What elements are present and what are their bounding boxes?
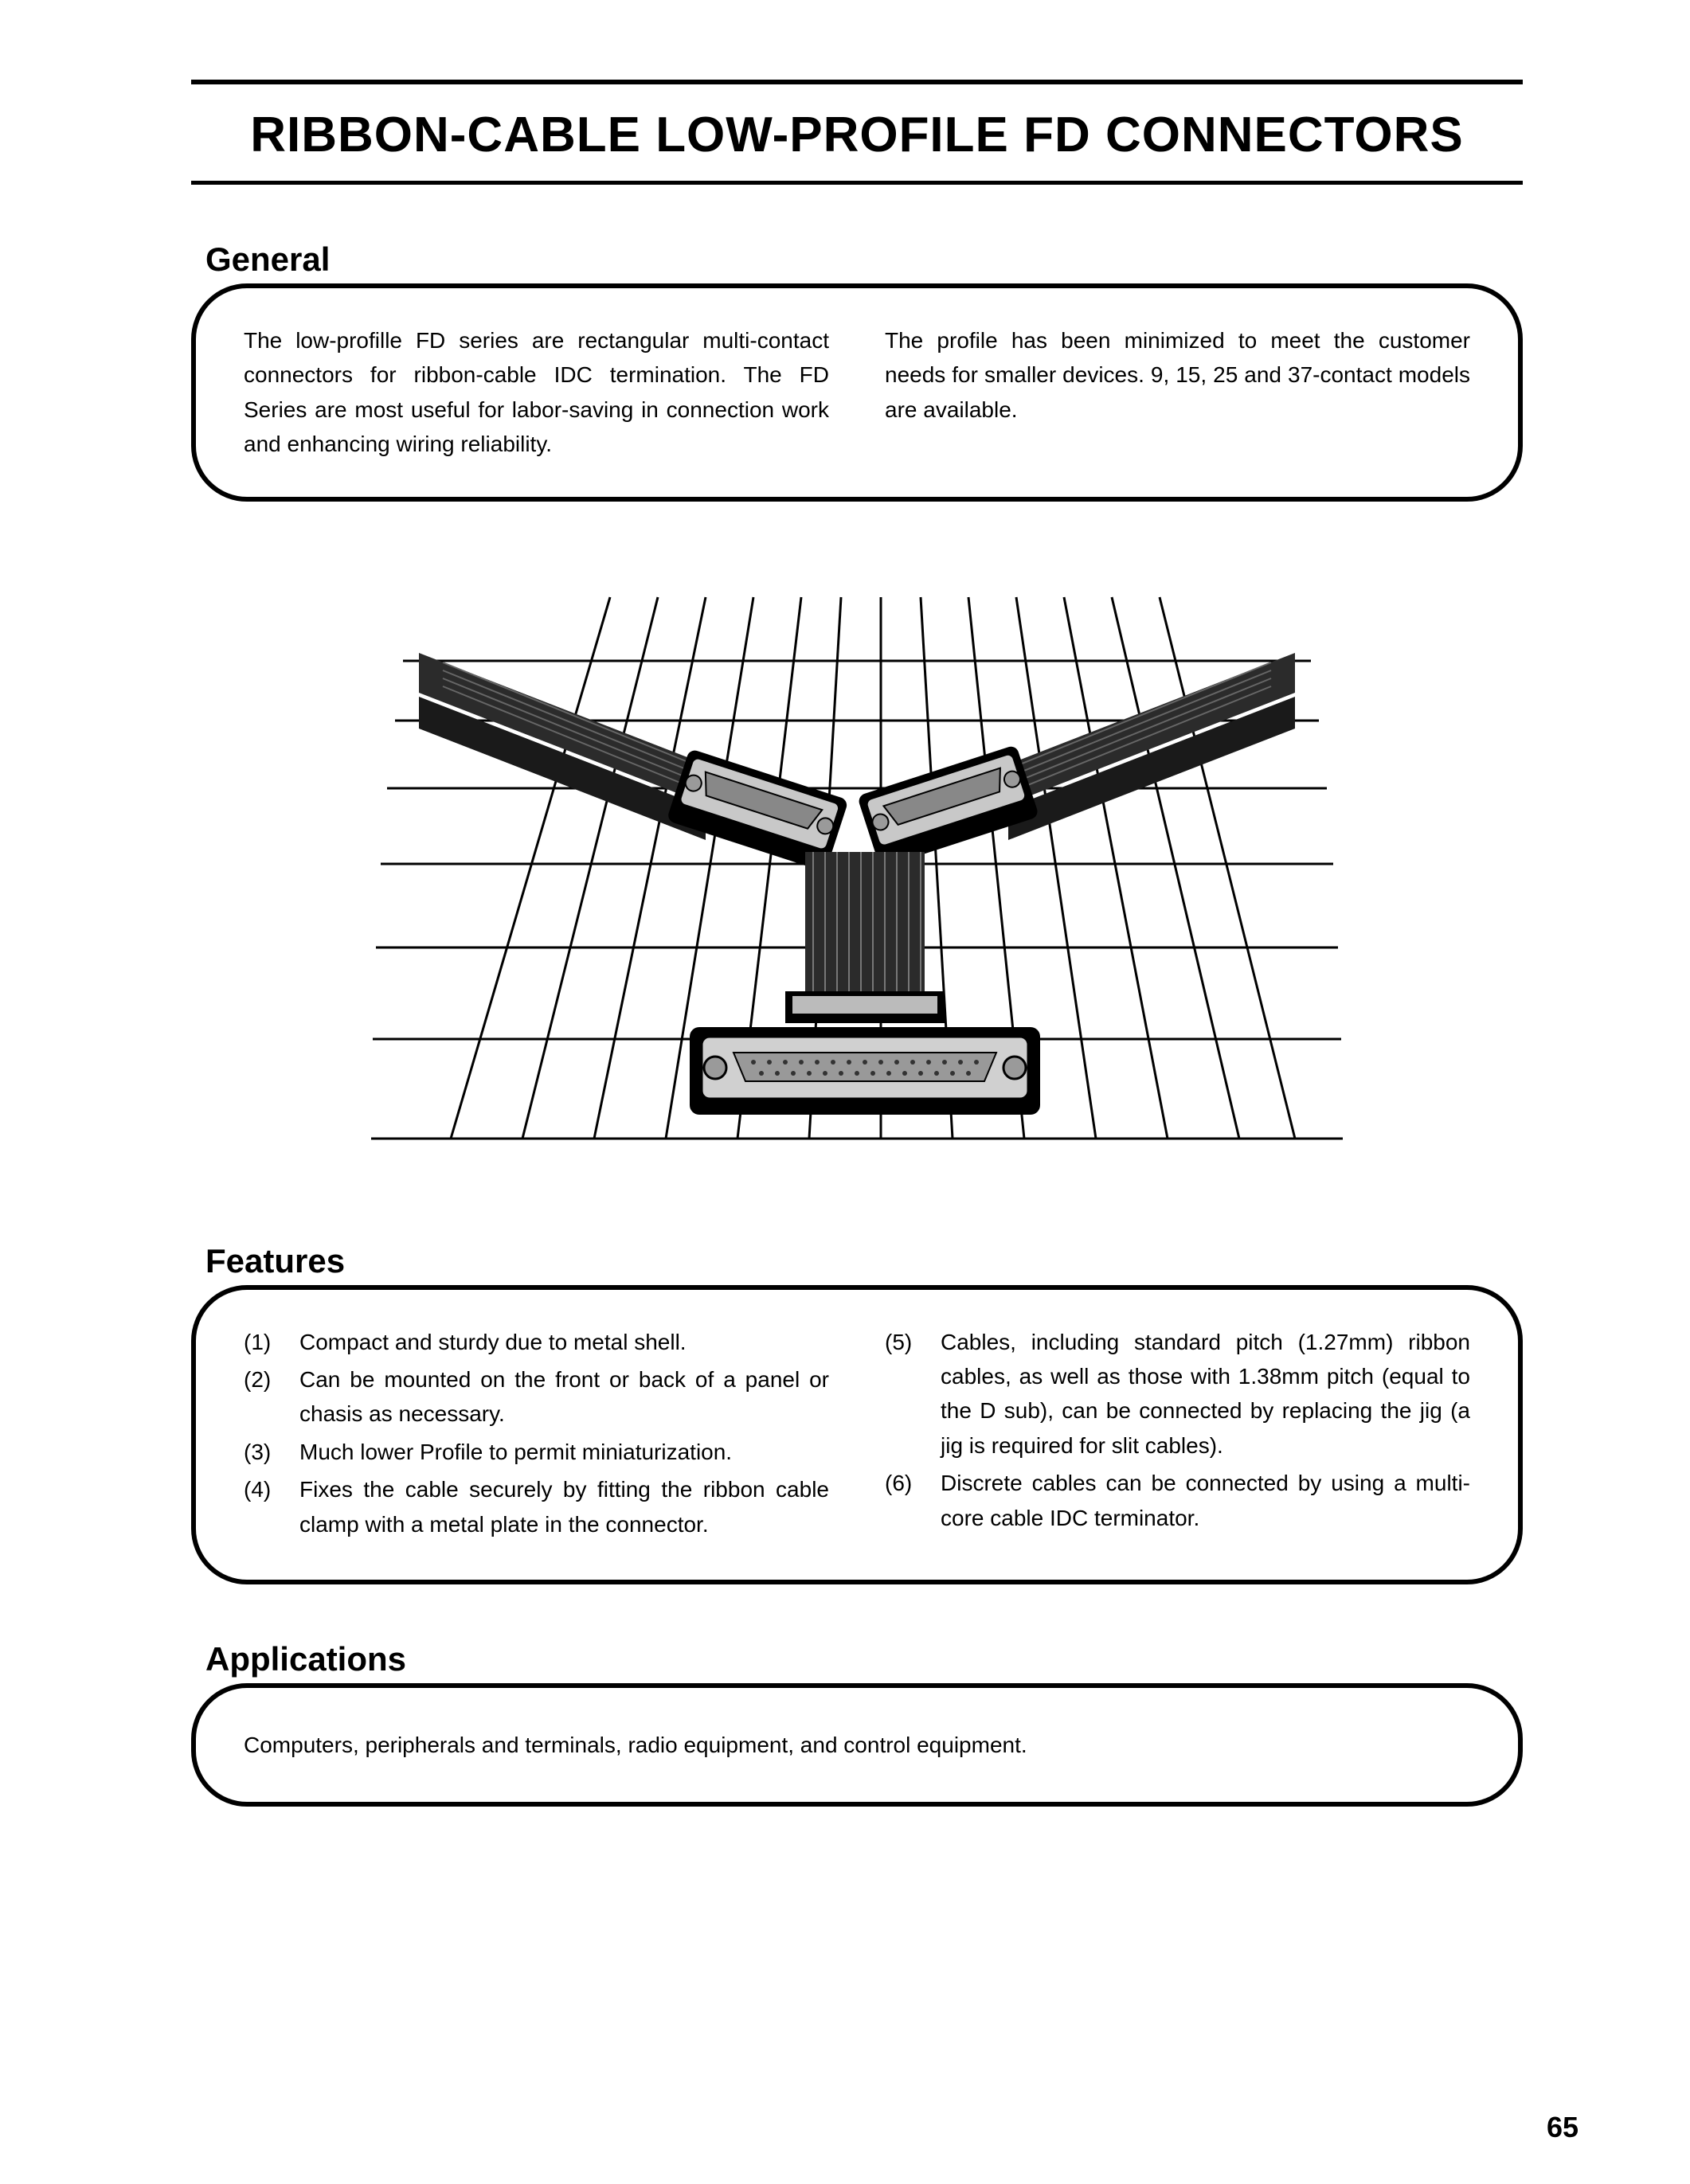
features-columns: Compact and sturdy due to metal shell. C…	[244, 1325, 1470, 1545]
page-title: RIBBON-CABLE LOW-PROFILE FD CONNECTORS	[191, 84, 1523, 181]
feature-item: Much lower Profile to permit miniaturiza…	[244, 1435, 829, 1469]
features-list-left: Compact and sturdy due to metal shell. C…	[244, 1325, 829, 1545]
feature-item: Fixes the cable securely by fitting the …	[244, 1472, 829, 1541]
illustration-svg	[371, 549, 1343, 1186]
general-columns: The low-profille FD series are rectangul…	[244, 323, 1470, 462]
connector-illustration	[371, 549, 1343, 1186]
features-list-right: Cables, including standard pitch (1.27mm…	[885, 1325, 1470, 1545]
feature-item: Can be mounted on the front or back of a…	[244, 1362, 829, 1432]
page-number: 65	[1547, 2111, 1579, 2144]
general-bubble: The low-profille FD series are rectangul…	[191, 283, 1523, 502]
general-col1: The low-profille FD series are rectangul…	[244, 323, 829, 462]
heading-features: Features	[205, 1242, 1523, 1280]
heading-applications: Applications	[205, 1640, 1523, 1678]
rule-under-title	[191, 181, 1523, 185]
feature-item: Discrete cables can be connected by usin…	[885, 1466, 1470, 1535]
heading-general: General	[205, 240, 1523, 279]
feature-item: Cables, including standard pitch (1.27mm…	[885, 1325, 1470, 1463]
datasheet-page: RIBBON-CABLE LOW-PROFILE FD CONNECTORS G…	[0, 0, 1690, 2184]
applications-text: Computers, peripherals and terminals, ra…	[244, 1728, 1470, 1762]
general-col2: The profile has been minimized to meet t…	[885, 323, 1470, 462]
feature-item: Compact and sturdy due to metal shell.	[244, 1325, 829, 1359]
applications-bubble: Computers, peripherals and terminals, ra…	[191, 1683, 1523, 1807]
features-bubble: Compact and sturdy due to metal shell. C…	[191, 1285, 1523, 1584]
